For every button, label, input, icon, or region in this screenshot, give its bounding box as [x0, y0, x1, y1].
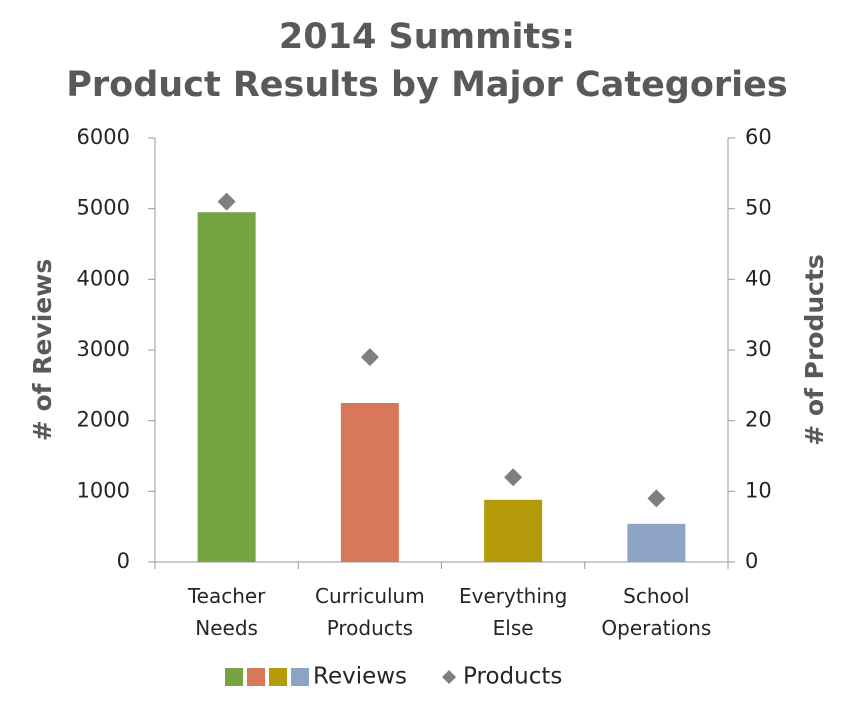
y-tick-label: 1000 — [77, 478, 130, 502]
marker — [504, 468, 523, 487]
marker — [217, 192, 236, 211]
bar — [484, 499, 543, 562]
y-axis-title: # of Reviews — [28, 259, 57, 441]
legend-swatch — [269, 668, 287, 686]
bar — [340, 403, 399, 562]
legend-swatch — [442, 670, 457, 684]
marker — [647, 489, 666, 508]
y-tick-label: 2000 — [77, 408, 130, 432]
x-tick-label: Everything Else — [458, 584, 568, 640]
legend-swatch — [247, 668, 265, 686]
chart-title: 2014 Summits: — [279, 17, 575, 57]
y-tick-label: 5000 — [77, 196, 130, 220]
y2-tick-label: 60 — [745, 125, 772, 149]
y-tick-label: 0 — [117, 549, 130, 573]
y2-axis-title: # of Products — [800, 254, 829, 446]
bar — [627, 523, 686, 562]
legend-label: Reviews — [313, 664, 407, 690]
y2-tick-label: 10 — [745, 478, 772, 502]
legend-swatch — [291, 668, 309, 686]
y2-tick-label: 0 — [745, 549, 758, 573]
y-tick-label: 4000 — [77, 266, 130, 290]
y-tick-label: 6000 — [77, 125, 130, 149]
y2-tick-label: 40 — [745, 266, 772, 290]
y-tick-label: 3000 — [77, 337, 130, 361]
legend-swatch — [225, 668, 243, 686]
chart-subtitle: Product Results by Major Categories — [66, 65, 787, 105]
y2-tick-label: 50 — [745, 196, 772, 220]
legend-label: Products — [463, 664, 562, 690]
x-tick-label: School Operations — [601, 584, 712, 640]
y2-tick-label: 20 — [745, 408, 772, 432]
marker — [360, 348, 379, 367]
x-tick-label: Curriculum Products — [315, 584, 425, 640]
x-tick-label: Teacher Needs — [187, 584, 266, 640]
y2-tick-label: 30 — [745, 337, 772, 361]
bar — [197, 212, 256, 562]
